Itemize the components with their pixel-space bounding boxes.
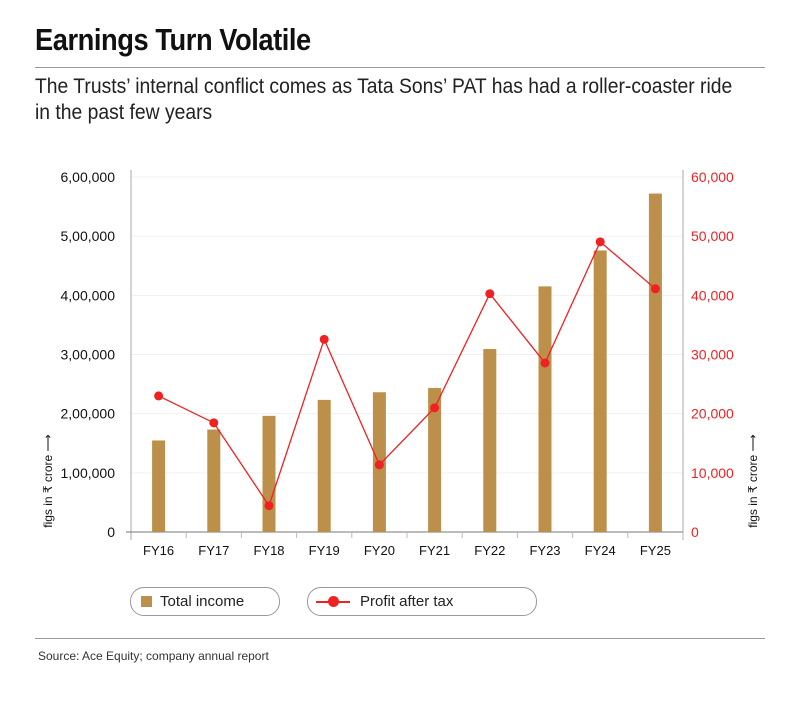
line-marker-icon <box>316 596 350 607</box>
right-tick-label: 20,000 <box>691 406 734 422</box>
left-tick-label: 1,00,000 <box>61 465 116 481</box>
right-tick-label: 50,000 <box>691 228 734 244</box>
left-tick-label: 4,00,000 <box>61 287 116 303</box>
point-profit-after-tax <box>264 501 274 511</box>
point-profit-after-tax <box>595 237 605 247</box>
bar-total-income <box>262 415 276 532</box>
chart-subtitle: The Trusts’ internal conflict comes as T… <box>35 75 733 124</box>
left-tick-label: 2,00,000 <box>61 406 116 422</box>
left-tick-label: 0 <box>107 524 115 540</box>
left-tick-label: 6,00,000 <box>61 169 116 185</box>
bar-total-income <box>317 399 331 532</box>
point-profit-after-tax <box>154 391 164 401</box>
legend-total-income[interactable]: Total income <box>130 587 280 616</box>
point-profit-after-tax <box>374 460 384 470</box>
right-axis-title: figs in ₹ crore ⟶ <box>746 434 760 528</box>
point-profit-after-tax <box>650 284 660 294</box>
bar-total-income <box>428 387 442 532</box>
x-tick-label: FY25 <box>640 543 671 558</box>
x-tick-label: FY24 <box>585 543 616 558</box>
x-tick-label: FY22 <box>474 543 505 558</box>
legend-label: Total income <box>160 593 245 610</box>
bar-total-income <box>648 193 662 533</box>
footer-divider <box>35 638 765 639</box>
line-profit-after-tax <box>158 240 656 508</box>
title-divider <box>35 67 765 68</box>
left-tick-label: 5,00,000 <box>61 228 116 244</box>
bar-total-income <box>593 250 607 533</box>
bar-swatch-icon <box>141 596 152 607</box>
bar-total-income <box>207 429 221 532</box>
legend-label: Profit after tax <box>360 593 454 610</box>
bar-total-income <box>152 440 166 532</box>
bar-total-income <box>483 348 497 532</box>
point-profit-after-tax <box>209 418 219 428</box>
chart-title: Earnings Turn Volatile <box>35 22 311 57</box>
right-tick-label: 60,000 <box>691 169 734 185</box>
x-tick-label: FY16 <box>143 543 174 558</box>
x-tick-label: FY19 <box>309 543 340 558</box>
point-profit-after-tax <box>485 289 495 299</box>
x-tick-label: FY21 <box>419 543 450 558</box>
right-tick-label: 0 <box>691 524 699 540</box>
left-tick-label: 3,00,000 <box>61 347 116 363</box>
right-tick-label: 30,000 <box>691 347 734 363</box>
left-axis-title: figs in ₹ crore ⟶ <box>41 434 55 528</box>
right-tick-label: 10,000 <box>691 465 734 481</box>
right-tick-label: 40,000 <box>691 287 734 303</box>
bar-total-income <box>538 286 552 532</box>
x-tick-label: FY17 <box>198 543 229 558</box>
point-profit-after-tax <box>430 403 440 413</box>
source-note: Source: Ace Equity; company annual repor… <box>38 649 269 663</box>
point-profit-after-tax <box>540 358 550 368</box>
x-tick-label: FY23 <box>529 543 560 558</box>
point-profit-after-tax <box>319 334 329 344</box>
legend-profit-after-tax[interactable]: Profit after tax <box>307 587 537 616</box>
x-tick-label: FY18 <box>253 543 284 558</box>
x-tick-label: FY20 <box>364 543 395 558</box>
